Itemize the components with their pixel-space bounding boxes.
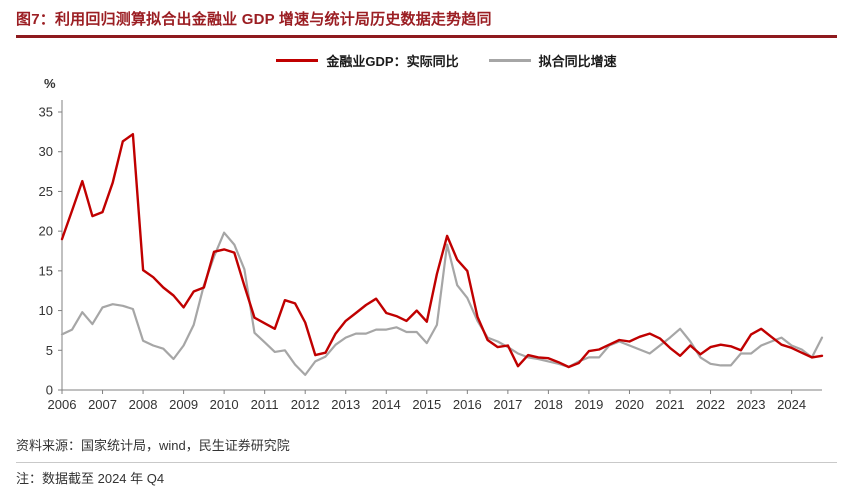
chart-block: 金融业GDP：实际同比 拟合同比增速 % 0 5 10 15 20 25 30 35 2006 200… (16, 50, 837, 424)
chart-axes (58, 100, 822, 394)
svg-text:2013: 2013 (331, 397, 360, 412)
svg-text:2018: 2018 (534, 397, 563, 412)
svg-text:15: 15 (39, 263, 53, 278)
title-accent-rule (16, 35, 837, 38)
footer-divider (16, 462, 837, 463)
figure-title: 图7：利用回归测算拟合出金融业 GDP 增速与统计局历史数据走势趋同 (16, 11, 492, 28)
y-axis-unit-label: % (44, 76, 56, 91)
svg-text:2014: 2014 (372, 397, 401, 412)
legend-label-1: 拟合同比增速 (538, 53, 617, 69)
svg-text:2016: 2016 (453, 397, 482, 412)
svg-text:25: 25 (39, 184, 53, 199)
series-line-0 (60, 133, 824, 369)
svg-text:2021: 2021 (656, 397, 685, 412)
svg-text:2009: 2009 (169, 397, 198, 412)
svg-text:20: 20 (39, 224, 53, 239)
svg-text:2006: 2006 (48, 397, 77, 412)
svg-text:35: 35 (39, 105, 53, 120)
svg-text:2008: 2008 (129, 397, 158, 412)
svg-text:2023: 2023 (737, 397, 766, 412)
note-text: 注：数据截至 2024 年 Q4 (16, 471, 165, 486)
svg-text:2020: 2020 (615, 397, 644, 412)
legend-swatch-1 (488, 58, 531, 62)
svg-text:30: 30 (39, 144, 53, 159)
svg-text:2011: 2011 (251, 397, 279, 412)
svg-text:2019: 2019 (574, 397, 603, 412)
svg-text:2022: 2022 (696, 397, 725, 412)
x-axis-labels: 2006 2007 2008 2009 2010 2011 2012 2013 2014 2015… (48, 397, 807, 412)
chart-legend: 金融业GDP：实际同比 拟合同比增速 (56, 50, 837, 70)
svg-text:2012: 2012 (291, 397, 320, 412)
svg-text:2010: 2010 (210, 397, 239, 412)
svg-text:2015: 2015 (412, 397, 441, 412)
legend-item-1: 拟合同比增速 (488, 51, 617, 70)
legend-item-0: 金融业GDP：实际同比 (276, 51, 459, 70)
svg-text:5: 5 (46, 343, 53, 358)
figure-footer: 资料来源：国家统计局，wind，民生证券研究院 注：数据截至 2024 年 Q4 (16, 434, 837, 491)
svg-text:2017: 2017 (493, 397, 522, 412)
svg-text:2024: 2024 (777, 397, 806, 412)
svg-text:2007: 2007 (88, 397, 117, 412)
legend-label-0: 金融业GDP：实际同比 (326, 53, 459, 69)
svg-text:10: 10 (39, 303, 53, 318)
y-axis-labels: 0 5 10 15 20 25 30 35 (39, 105, 53, 398)
source-text: 资料来源：国家统计局，wind，民生证券研究院 (16, 438, 290, 453)
legend-swatch-0 (276, 58, 319, 62)
svg-text:0: 0 (46, 383, 53, 398)
